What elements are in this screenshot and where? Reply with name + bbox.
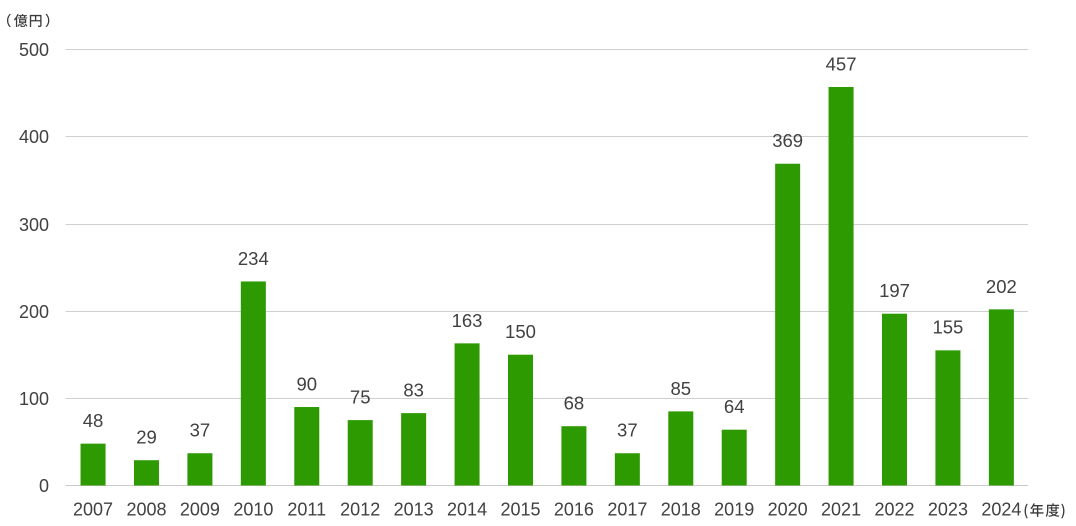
svg-text:2023: 2023 <box>928 500 968 520</box>
svg-text:2024: 2024 <box>981 500 1021 520</box>
svg-text:2010: 2010 <box>233 500 273 520</box>
svg-text:68: 68 <box>564 393 585 414</box>
svg-text:2022: 2022 <box>874 500 914 520</box>
svg-text:155: 155 <box>932 317 963 338</box>
svg-text:200: 200 <box>19 302 49 322</box>
svg-text:202: 202 <box>986 276 1017 297</box>
svg-text:2013: 2013 <box>394 500 434 520</box>
svg-text:369: 369 <box>772 130 803 151</box>
svg-text:150: 150 <box>505 321 536 342</box>
svg-text:48: 48 <box>83 410 104 431</box>
svg-text:83: 83 <box>403 380 424 401</box>
svg-text:37: 37 <box>617 420 638 441</box>
svg-text:2015: 2015 <box>500 500 540 520</box>
svg-text:2011: 2011 <box>287 500 326 520</box>
svg-text:400: 400 <box>19 127 49 147</box>
svg-text:2012: 2012 <box>340 500 380 520</box>
svg-text:163: 163 <box>452 310 483 331</box>
svg-text:234: 234 <box>238 248 269 269</box>
svg-text:197: 197 <box>879 280 910 301</box>
svg-text:100: 100 <box>19 389 49 409</box>
svg-text:64: 64 <box>724 396 745 417</box>
svg-text:75: 75 <box>350 387 371 408</box>
svg-text:2019: 2019 <box>714 500 754 520</box>
svg-text:29: 29 <box>136 427 157 448</box>
svg-text:0: 0 <box>39 476 49 496</box>
svg-text:2020: 2020 <box>768 500 808 520</box>
svg-text:2016: 2016 <box>554 500 594 520</box>
svg-text:85: 85 <box>670 378 691 399</box>
svg-text:2009: 2009 <box>180 500 220 520</box>
svg-text:90: 90 <box>296 373 317 394</box>
svg-text:500: 500 <box>19 40 49 60</box>
svg-text:2018: 2018 <box>661 500 701 520</box>
svg-text:457: 457 <box>826 53 857 74</box>
svg-text:2017: 2017 <box>607 500 647 520</box>
svg-text:2014: 2014 <box>447 500 487 520</box>
svg-text:300: 300 <box>19 215 49 235</box>
svg-text:2021: 2021 <box>821 500 861 520</box>
svg-text:2007: 2007 <box>73 500 113 520</box>
svg-text:37: 37 <box>190 420 211 441</box>
svg-text:2008: 2008 <box>126 500 166 520</box>
